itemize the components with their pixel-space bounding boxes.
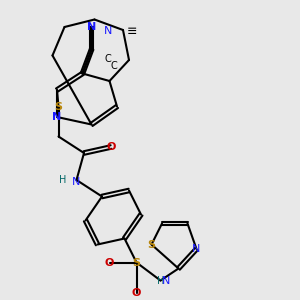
Text: N: N [52, 112, 62, 122]
Text: C: C [105, 53, 111, 64]
Text: N: N [87, 22, 96, 32]
Text: H: H [157, 275, 164, 286]
Text: S: S [55, 101, 62, 112]
Text: N: N [162, 275, 171, 286]
Text: O: O [105, 257, 114, 268]
Text: N: N [72, 177, 81, 188]
Text: ≡: ≡ [127, 25, 137, 38]
Text: S: S [148, 239, 155, 250]
Text: S: S [133, 257, 140, 268]
Text: N: N [192, 244, 201, 254]
Text: O: O [132, 287, 141, 298]
Text: O: O [106, 142, 116, 152]
Text: N: N [104, 26, 112, 37]
Text: C: C [111, 61, 117, 71]
Text: H: H [59, 175, 67, 185]
